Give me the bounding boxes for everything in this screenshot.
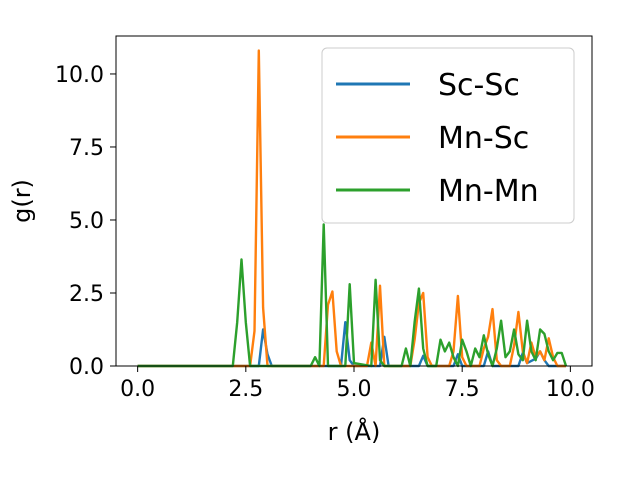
legend-label-mn-sc: Mn-Sc — [438, 121, 529, 156]
y-tick-label: 2.5 — [69, 282, 104, 307]
y-tick-label: 10.0 — [55, 63, 104, 88]
legend: Sc-Sc Mn-Sc Mn-Mn — [321, 47, 575, 224]
legend-label-sc-sc: Sc-Sc — [438, 68, 520, 103]
series-line-mn-mn — [137, 223, 568, 368]
y-axis-label: g(r) — [8, 179, 36, 223]
y-axis: 0.0 2.5 5.0 7.5 10.0 — [55, 63, 116, 380]
x-tick-label: 10.0 — [546, 377, 595, 402]
x-tick-label: 7.5 — [445, 377, 480, 402]
series-layer — [137, 49, 568, 368]
x-axis: 0.0 2.5 5.0 7.5 10.0 — [120, 366, 595, 402]
x-axis-label: r (Å) — [328, 417, 381, 446]
x-tick-label: 2.5 — [228, 377, 263, 402]
legend-box — [321, 47, 575, 224]
y-tick-label: 5.0 — [69, 209, 104, 234]
y-tick-label: 0.0 — [69, 355, 104, 380]
x-tick-label: 0.0 — [120, 377, 155, 402]
x-tick-label: 5.0 — [337, 377, 372, 402]
y-tick-label: 7.5 — [69, 136, 104, 161]
legend-label-mn-mn: Mn-Mn — [438, 174, 539, 209]
series-line-mn-sc — [137, 49, 566, 368]
